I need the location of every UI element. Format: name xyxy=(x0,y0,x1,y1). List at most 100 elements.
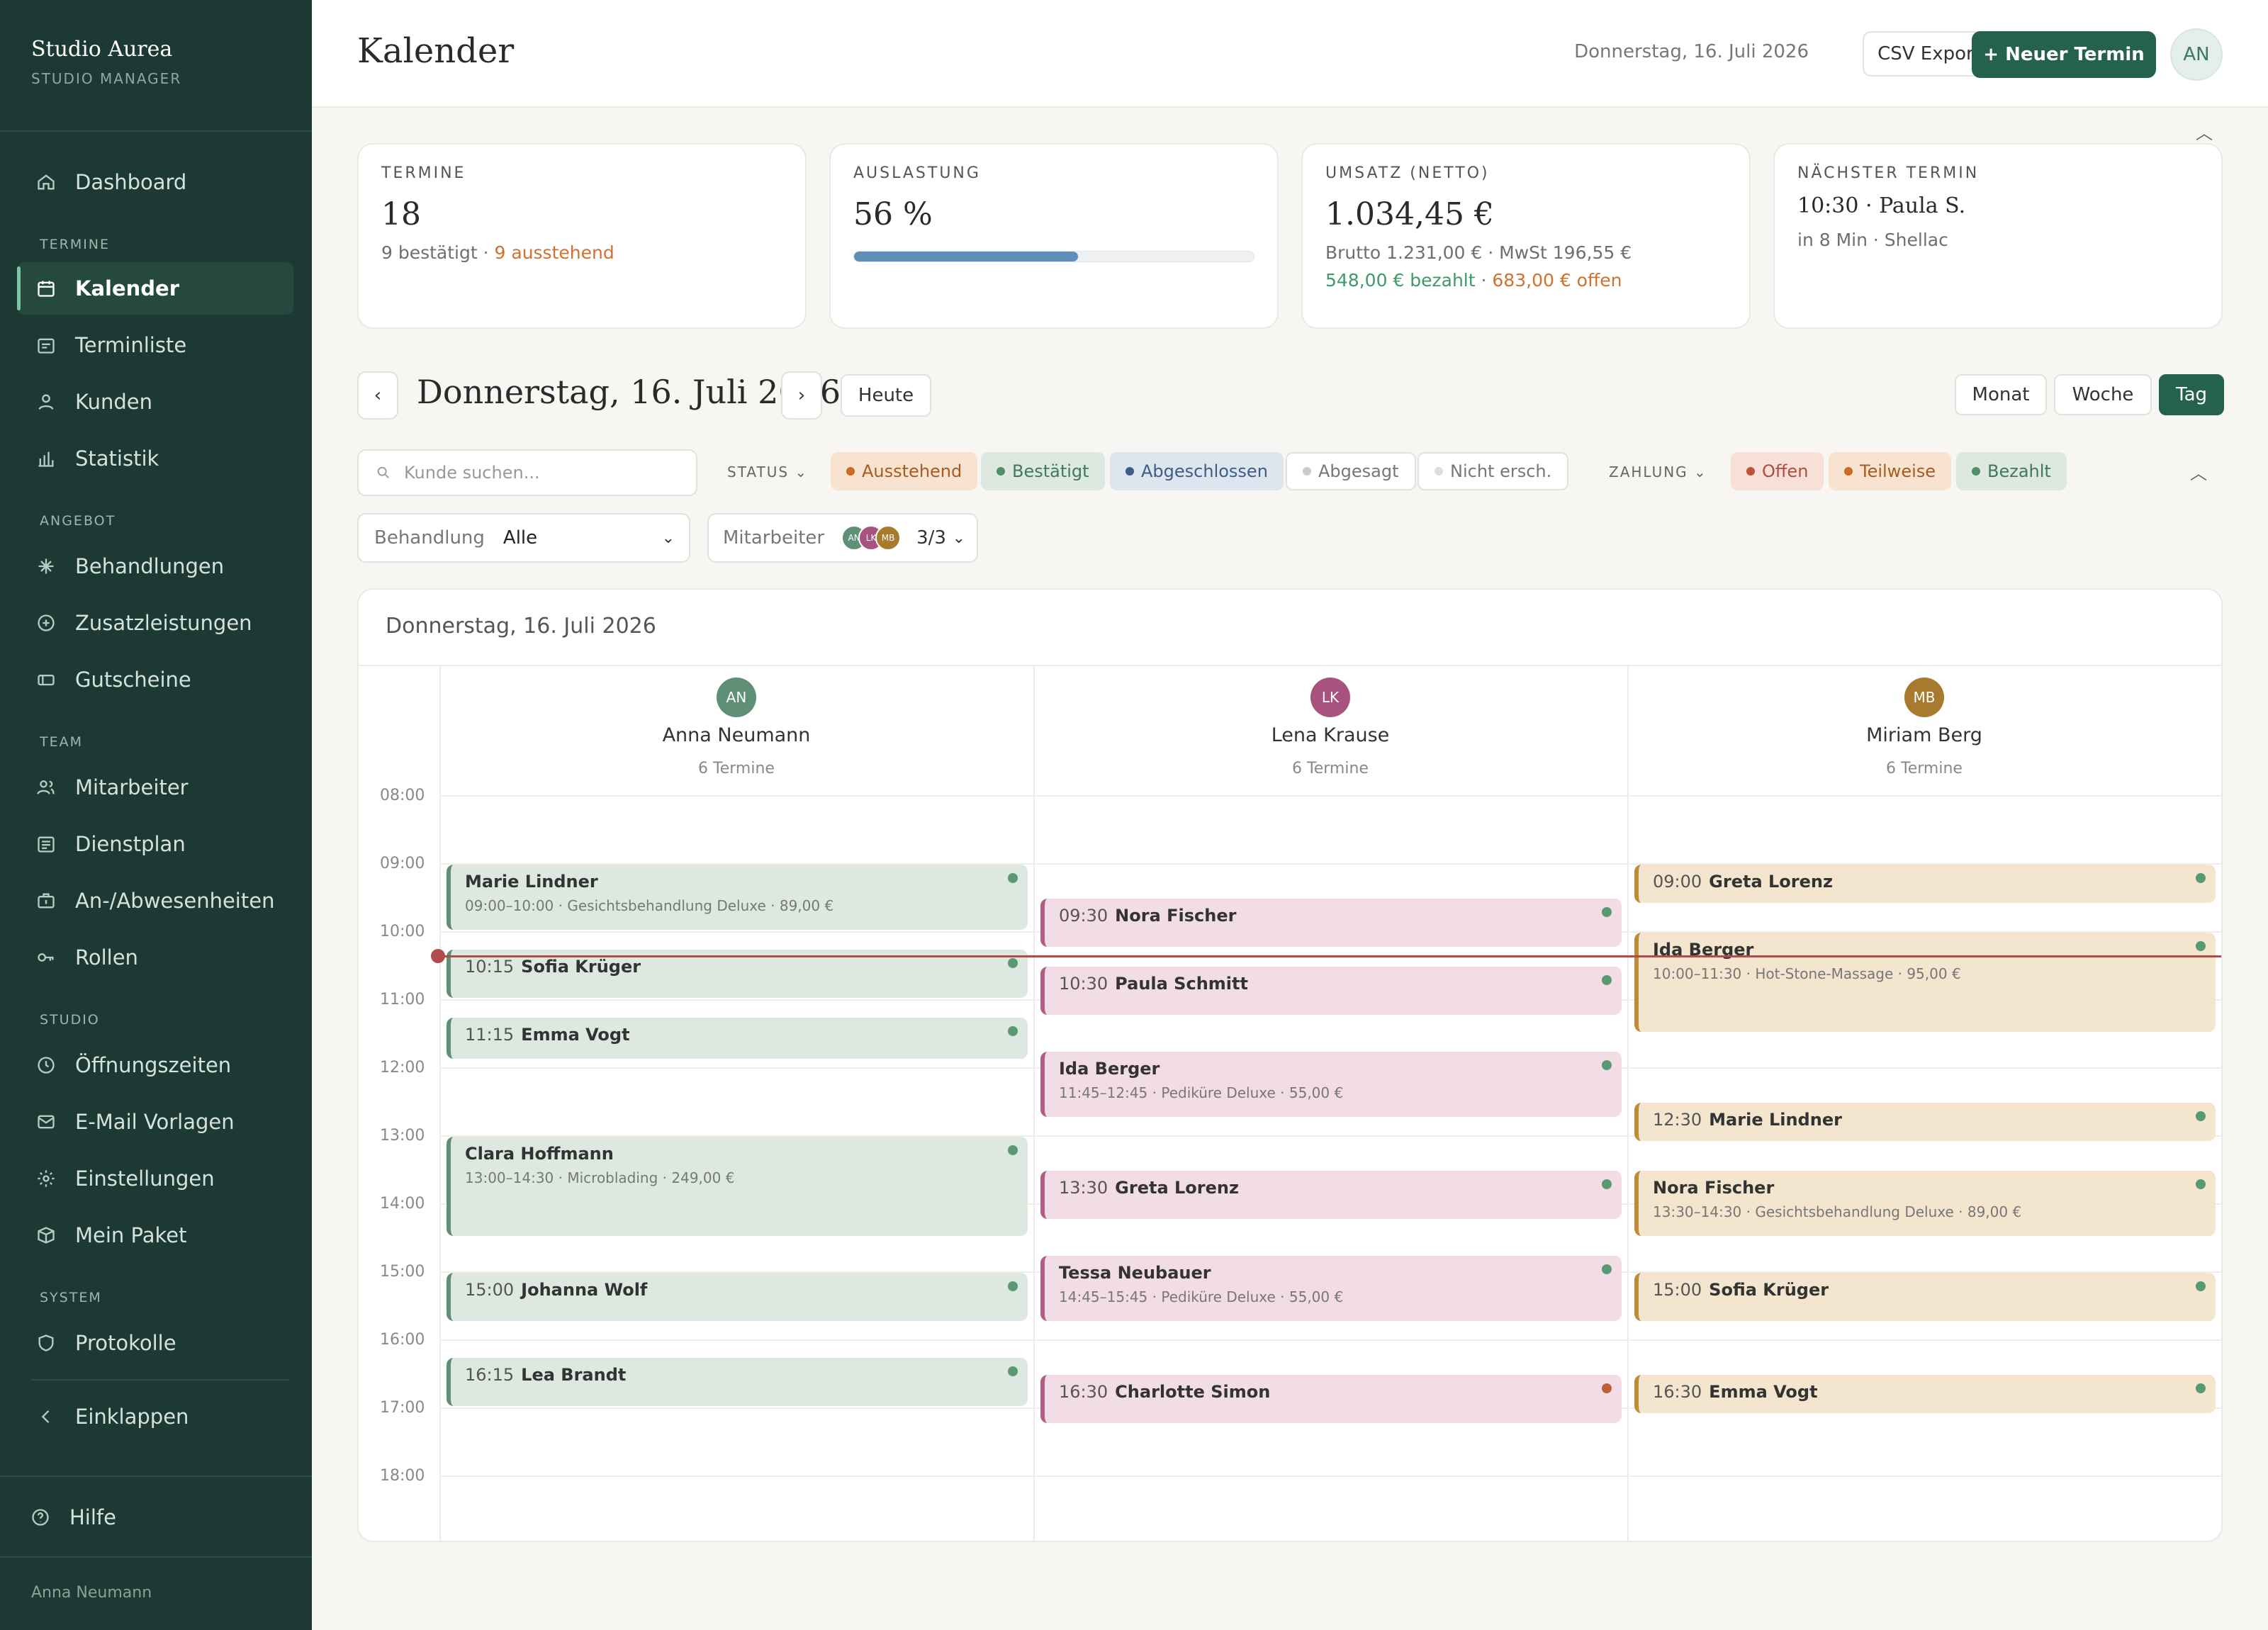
appointment-card[interactable]: 09:30 Nora Fischer xyxy=(1040,899,1622,947)
sidebar-item-oeffnungszeiten[interactable]: Öffnungszeiten xyxy=(17,1039,293,1091)
appointment-card[interactable]: 10:30 Paula Schmitt xyxy=(1040,967,1622,1015)
current-time-line xyxy=(438,955,2221,957)
appointment-card[interactable]: 15:00 Sofia Krüger xyxy=(1634,1273,2216,1321)
next-day-button[interactable]: › xyxy=(781,371,822,420)
column-divider xyxy=(1627,665,1629,1541)
appointment-card[interactable]: Ida Berger 11:45–12:45 · Pediküre Deluxe … xyxy=(1040,1052,1622,1117)
appointment-detail: 14:45–15:45 · Pediküre Deluxe · 55,00 € xyxy=(1059,1288,1344,1305)
hour-line xyxy=(439,795,2221,797)
collapse-filters-icon[interactable]: ︿ xyxy=(2190,463,2207,483)
help-icon xyxy=(30,1507,51,1528)
avatar[interactable]: AN xyxy=(2170,28,2223,81)
appointment-card[interactable]: 16:15 Lea Brandt xyxy=(447,1358,1028,1406)
status-dot xyxy=(1008,958,1018,968)
view-month-button[interactable]: Monat xyxy=(1955,374,2047,415)
sidebar-collapse-button[interactable]: Einklappen xyxy=(17,1390,293,1443)
appointment-time: 10:15 xyxy=(465,957,515,977)
view-week-button[interactable]: Woche xyxy=(2054,374,2152,415)
sidebar-item-einstellungen[interactable]: Einstellungen xyxy=(17,1152,293,1205)
new-appointment-button[interactable]: + Neuer Termin xyxy=(1972,31,2156,78)
home-icon xyxy=(35,172,57,193)
appointment-card[interactable]: Ida Berger 10:00–11:30 · Hot-Stone-Massag… xyxy=(1634,933,2216,1032)
appointment-time: 13:30 xyxy=(1059,1178,1108,1198)
appointment-card[interactable]: 16:30 Charlotte Simon xyxy=(1040,1375,1622,1423)
current-user: Anna Neumann xyxy=(31,1584,152,1602)
sidebar-item-kalender[interactable]: Kalender xyxy=(17,262,293,315)
sidebar-item-mitarbeiter[interactable]: Mitarbeiter xyxy=(17,761,293,814)
appointment-card[interactable]: 09:00 Greta Lorenz xyxy=(1634,865,2216,903)
status-dot xyxy=(1602,975,1612,985)
sidebar-item-dienstplan[interactable]: Dienstplan xyxy=(17,818,293,870)
stat-value: 10:30 · Paula S. xyxy=(1797,193,1966,218)
status-filter-label[interactable]: STATUS ⌄ xyxy=(727,463,808,480)
appointment-time: 11:15 xyxy=(465,1025,515,1045)
appointment-card[interactable]: 15:00 Johanna Wolf xyxy=(447,1273,1028,1321)
treatment-select[interactable]: Behandlung Alle ⌄ xyxy=(357,513,690,563)
appointment-card[interactable]: Tessa Neubauer 14:45–15:45 · Pediküre Del… xyxy=(1040,1256,1622,1321)
search-input[interactable]: Kunde suchen... xyxy=(357,449,697,496)
calendar-divider xyxy=(359,665,2221,666)
sidebar-item-label: Kalender xyxy=(75,276,180,300)
sidebar-item-zusatzleistungen[interactable]: Zusatzleistungen xyxy=(17,597,293,649)
sidebar-item-terminliste[interactable]: Terminliste xyxy=(17,319,293,371)
appointment-card[interactable]: 16:30 Emma Vogt xyxy=(1634,1375,2216,1413)
sidebar-item-kunden[interactable]: Kunden xyxy=(17,376,293,428)
paid-amount: 548,00 € bezahlt xyxy=(1325,270,1476,291)
sidebar-item-protokolle[interactable]: Protokolle xyxy=(17,1317,293,1369)
stat-label: TERMINE xyxy=(381,164,466,182)
sidebar-item-rollen[interactable]: Rollen xyxy=(17,931,293,984)
status-chip-ausstehend[interactable]: Ausstehend xyxy=(831,452,978,490)
appointment-title: 16:30 Emma Vogt xyxy=(1653,1382,2201,1402)
appointment-card[interactable]: Clara Hoffmann 13:00–14:30 · Microblading… xyxy=(447,1137,1028,1236)
appointment-card[interactable]: 12:30 Marie Lindner xyxy=(1634,1103,2216,1141)
sidebar-item-email-vorlagen[interactable]: E-Mail Vorlagen xyxy=(17,1096,293,1148)
sidebar-item-gutscheine[interactable]: Gutscheine xyxy=(17,653,293,706)
status-dot xyxy=(997,467,1005,476)
today-button[interactable]: Heute xyxy=(841,374,931,417)
appointment-card[interactable]: 10:15 Sofia Krüger xyxy=(447,950,1028,998)
collapse-stats-icon[interactable]: ︿ xyxy=(2196,123,2213,143)
status-chip-abgesagt[interactable]: Abgesagt xyxy=(1286,452,1416,490)
separator: · xyxy=(1475,270,1493,291)
sidebar-item-mein-paket[interactable]: Mein Paket xyxy=(17,1209,293,1261)
appointment-card[interactable]: Nora Fischer 13:30–14:30 · Gesichtsbehand… xyxy=(1634,1171,2216,1236)
pending-count: 9 ausstehend xyxy=(494,242,614,263)
sidebar-item-hilfe[interactable]: Hilfe xyxy=(11,1491,288,1544)
brand[interactable]: Studio Aurea STUDIO MANAGER xyxy=(31,37,181,87)
status-chip-nicht-erschienen[interactable]: Nicht ersch. xyxy=(1418,452,1569,490)
payment-chip-offen[interactable]: Offen xyxy=(1731,452,1824,490)
status-dot xyxy=(1008,1281,1018,1291)
appointment-title: Clara Hoffmann xyxy=(465,1144,1014,1164)
status-chip-bestaetigt[interactable]: Bestätigt xyxy=(981,452,1105,490)
appointment-detail: 10:00–11:30 · Hot-Stone-Massage · 95,00 … xyxy=(1653,965,1961,982)
top-header: Kalender Donnerstag, 16. Juli 2026 CSV E… xyxy=(312,0,2268,108)
sparkle-icon xyxy=(35,556,57,577)
status-chip-abgeschlossen[interactable]: Abgeschlossen xyxy=(1110,452,1284,490)
appointment-title: 09:30 Nora Fischer xyxy=(1059,906,1607,926)
sidebar-item-abwesenheiten[interactable]: An-/Abwesenheiten xyxy=(17,875,293,927)
appointment-time: 12:30 xyxy=(1653,1110,1702,1130)
payment-chip-bezahlt[interactable]: Bezahlt xyxy=(1956,452,2067,490)
payment-chip-teilweise[interactable]: Teilweise xyxy=(1829,452,1952,490)
appointment-card[interactable]: 11:15 Emma Vogt xyxy=(447,1018,1028,1060)
payment-filter-label[interactable]: ZAHLUNG ⌄ xyxy=(1609,463,1707,480)
hour-label: 18:00 xyxy=(380,1467,425,1485)
status-dot xyxy=(2196,873,2206,883)
prev-day-button[interactable]: ‹ xyxy=(357,371,398,420)
hour-label: 08:00 xyxy=(380,787,425,804)
staff-name: Miriam Berg xyxy=(1866,724,1982,746)
view-day-button[interactable]: Tag xyxy=(2159,374,2224,415)
shield-icon xyxy=(35,1332,57,1354)
appointment-card[interactable]: Marie Lindner 09:00–10:00 · Gesichtsbehan… xyxy=(447,865,1028,930)
payment-dot xyxy=(1844,467,1853,476)
sidebar-item-behandlungen[interactable]: Behandlungen xyxy=(17,540,293,592)
staff-select[interactable]: Mitarbeiter AN LK MB 3/3 ⌄ xyxy=(707,513,978,563)
sidebar-item-dashboard[interactable]: Dashboard xyxy=(17,156,293,208)
status-dot xyxy=(1602,907,1612,917)
staff-appointment-count: 6 Termine xyxy=(1292,760,1369,777)
appointment-client: Nora Fischer xyxy=(1115,906,1237,926)
appointment-client: Tessa Neubauer xyxy=(1059,1263,1211,1283)
appointment-title: Nora Fischer xyxy=(1653,1178,2201,1198)
sidebar-item-statistik[interactable]: Statistik xyxy=(17,432,293,485)
appointment-card[interactable]: 13:30 Greta Lorenz xyxy=(1040,1171,1622,1219)
